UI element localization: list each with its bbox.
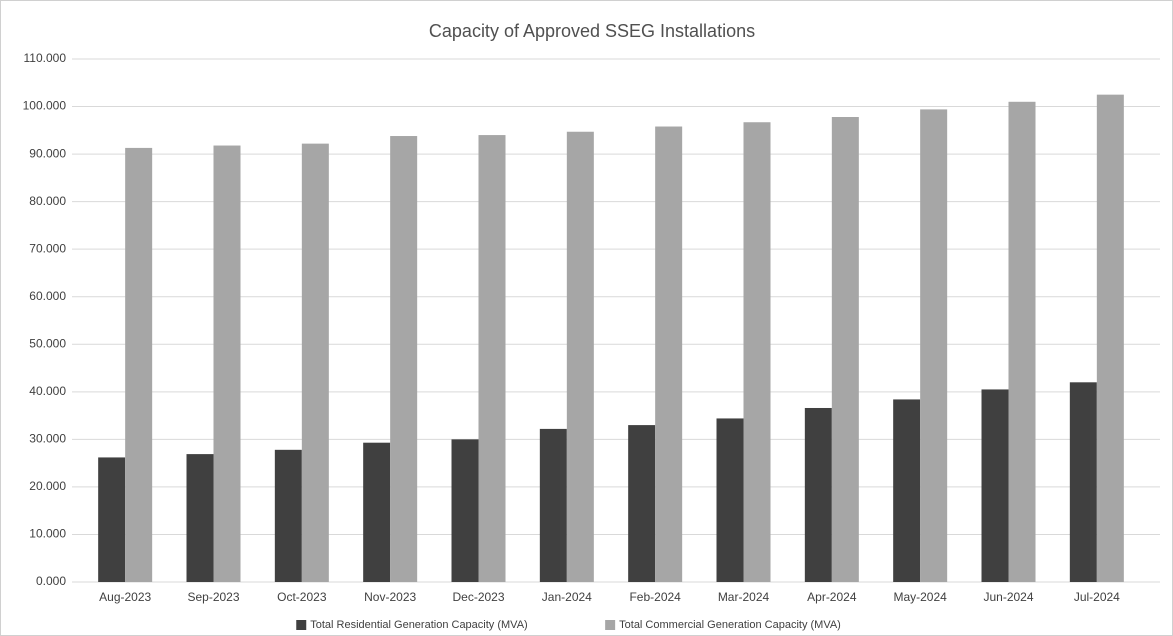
bar	[1069, 382, 1097, 582]
x-tick-label: Aug-2023	[99, 590, 151, 604]
bar	[363, 442, 391, 582]
bar	[655, 126, 683, 583]
bar	[478, 135, 506, 582]
y-tick-label: 70.000	[29, 241, 66, 255]
chart-title: Capacity of Approved SSEG Installations	[429, 21, 755, 41]
x-tick-label: Apr-2024	[807, 590, 857, 604]
y-tick-label: 0.000	[36, 574, 66, 588]
x-tick-label: Oct-2023	[277, 590, 327, 604]
bar	[831, 117, 859, 582]
bar	[981, 389, 1009, 582]
bar	[1096, 94, 1124, 582]
bar	[893, 399, 921, 582]
x-tick-label: May-2024	[893, 590, 947, 604]
bar	[716, 418, 744, 582]
bar	[451, 439, 479, 582]
y-tick-label: 10.000	[29, 527, 66, 541]
bar	[213, 145, 241, 583]
bar	[186, 454, 214, 582]
y-tick-label: 40.000	[29, 384, 66, 398]
y-tick-label: 110.000	[24, 51, 67, 65]
bar	[804, 407, 832, 582]
legend-swatch	[296, 620, 307, 630]
y-tick-label: 30.000	[29, 432, 66, 446]
legend-label: Total Residential Generation Capacity (M…	[310, 619, 527, 631]
bar	[98, 457, 126, 582]
bar	[390, 136, 418, 583]
bar	[301, 143, 329, 582]
bar	[566, 131, 594, 582]
x-tick-label: Dec-2023	[452, 590, 504, 604]
y-tick-label: 20.000	[29, 479, 66, 493]
y-tick-label: 80.000	[29, 194, 66, 208]
bar	[274, 449, 302, 582]
bar	[743, 122, 771, 583]
x-tick-label: Mar-2024	[718, 590, 770, 604]
y-tick-label: 100.000	[23, 99, 67, 113]
x-tick-label: Nov-2023	[364, 590, 416, 604]
x-tick-label: Sep-2023	[187, 590, 239, 604]
legend-swatch	[605, 620, 616, 630]
y-tick-label: 90.000	[29, 146, 66, 160]
y-tick-label: 50.000	[29, 336, 66, 350]
x-tick-label: Jan-2024	[542, 590, 592, 604]
y-tick-label: 60.000	[29, 289, 66, 303]
bar	[628, 425, 656, 582]
bar	[920, 109, 948, 582]
x-tick-label: Jul-2024	[1074, 590, 1120, 604]
x-tick-label: Feb-2024	[629, 590, 681, 604]
bar	[539, 428, 567, 582]
legend-label: Total Commercial Generation Capacity (MV…	[619, 619, 841, 631]
x-tick-label: Jun-2024	[983, 590, 1033, 604]
bar	[1008, 101, 1036, 583]
bar	[125, 147, 153, 582]
